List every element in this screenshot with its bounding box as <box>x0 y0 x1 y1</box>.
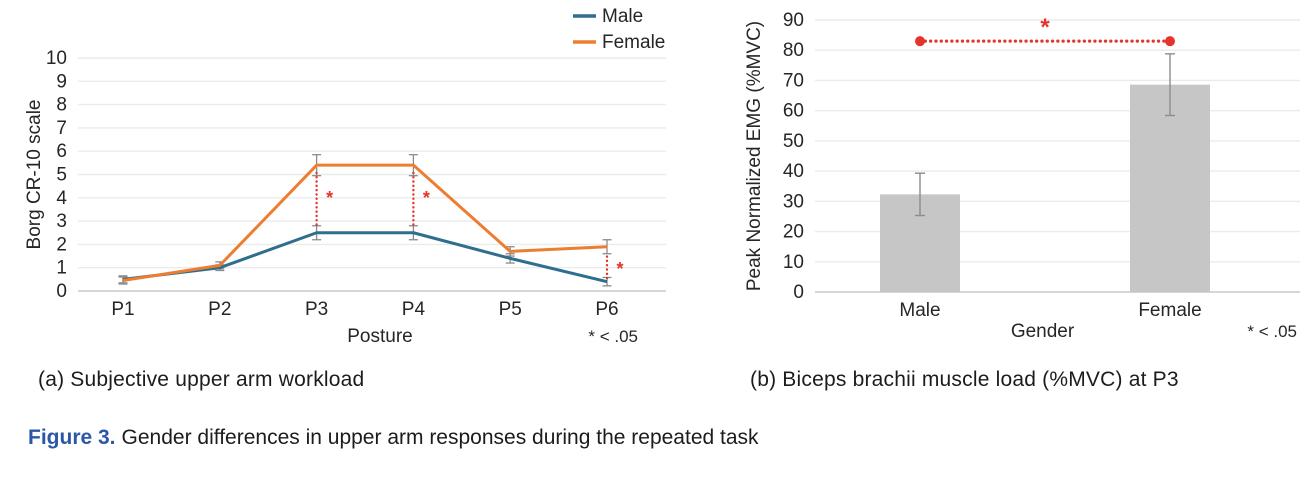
x-axis-label: Gender <box>1011 321 1075 342</box>
x-tick-label: P2 <box>208 299 231 320</box>
y-axis-label: Borg CR-10 scale <box>24 100 45 250</box>
y-tick-label: 20 <box>783 222 804 243</box>
significance-star: * <box>423 188 430 208</box>
series-line-female <box>122 163 608 282</box>
y-tick-label: 10 <box>46 48 67 69</box>
significance-footnote: * < .05 <box>588 327 638 346</box>
figure-caption-label: Figure 3. <box>28 426 116 449</box>
figure-caption: Figure 3. Gender differences in upper arm… <box>28 426 759 450</box>
x-tick-label: Male <box>899 300 940 321</box>
legend-label-male: Male <box>602 6 643 27</box>
significance-end-dot <box>1165 36 1175 47</box>
subcaption-b: (b) Biceps brachii muscle load (%MVC) at… <box>750 368 1179 391</box>
y-tick-label: 4 <box>56 188 67 209</box>
y-axis-label: Peak Normalized EMG (%MVC) <box>744 21 765 291</box>
significance-star: * <box>326 188 333 208</box>
y-tick-label: 6 <box>56 141 67 162</box>
series-line-male <box>122 231 608 284</box>
y-tick-label: 90 <box>783 10 804 31</box>
significance-star: * <box>616 259 623 279</box>
y-tick-label: 7 <box>56 118 67 139</box>
y-tick-label: 60 <box>783 101 804 122</box>
y-tick-label: 3 <box>56 211 67 232</box>
y-tick-label: 50 <box>783 131 804 152</box>
y-tick-label: 0 <box>793 282 804 303</box>
y-tick-label: 0 <box>56 281 67 302</box>
y-tick-label: 70 <box>783 70 804 91</box>
x-tick-label: P5 <box>499 299 522 320</box>
x-tick-label: Female <box>1138 300 1201 321</box>
y-tick-label: 2 <box>56 234 67 255</box>
subcaption-a: (a) Subjective upper arm workload <box>38 368 365 391</box>
x-tick-label: P1 <box>111 299 134 320</box>
y-tick-label: 10 <box>783 252 804 273</box>
y-tick-label: 1 <box>56 258 67 279</box>
significance-star: * <box>1040 14 1050 41</box>
y-tick-label: 9 <box>56 71 67 92</box>
x-tick-label: P4 <box>402 299 426 320</box>
y-tick-label: 8 <box>56 95 67 116</box>
x-tick-label: P6 <box>595 299 618 320</box>
legend-label-female: Female <box>602 32 665 53</box>
bar-female <box>1130 84 1210 292</box>
y-tick-label: 5 <box>56 165 67 186</box>
x-axis-label: Posture <box>347 326 412 347</box>
bar-chart: 0 10 20 30 40 50 60 70 80 90 Peak Normalized EMG (… <box>744 10 1300 342</box>
y-tick-label: 80 <box>783 40 804 61</box>
figure-caption-text: Gender differences in upper arm response… <box>121 426 759 449</box>
y-tick-label: 40 <box>783 161 804 182</box>
significance-end-dot <box>915 36 925 47</box>
significance-footnote: * < .05 <box>1247 322 1297 341</box>
x-tick-label: P3 <box>305 299 328 320</box>
y-tick-label: 30 <box>783 191 804 212</box>
